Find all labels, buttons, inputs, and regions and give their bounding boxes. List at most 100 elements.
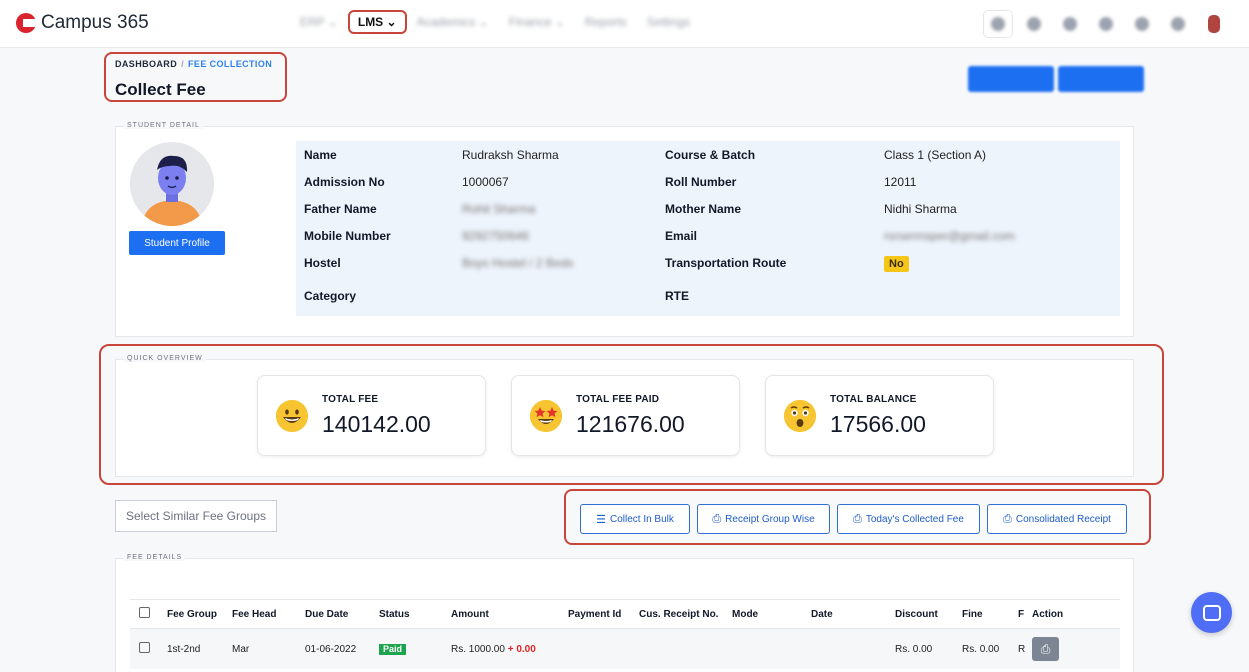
value-admission-no: 1000067 — [462, 174, 509, 189]
total-balance-label: TOTAL BALANCE — [830, 394, 917, 405]
total-fee-label: TOTAL FEE — [322, 394, 379, 405]
collect-in-bulk-button[interactable]: ☰ Collect In Bulk — [580, 504, 690, 534]
nav-item-reports[interactable]: Reports — [584, 15, 627, 29]
page-header: DASHBOARD / FEE COLLECTION Collect Fee — [104, 52, 287, 102]
receipt-group-wise-button[interactable]: ⎙ Receipt Group Wise — [697, 504, 830, 534]
value-mother-name: Nidhi Sharma — [884, 201, 957, 216]
student-detail-legend: STUDENT DETAIL — [124, 122, 203, 129]
quick-overview-legend: QUICK OVERVIEW — [124, 355, 206, 362]
fee-details-panel: FEE DETAILS Fee Group Fee Head Due Date … — [115, 554, 1134, 672]
user-badge-icon[interactable] — [1055, 10, 1085, 38]
label-admission-no: Admission No — [304, 174, 385, 189]
page-title: Collect Fee — [115, 80, 206, 99]
label-name: Name — [304, 147, 337, 162]
total-fee-card: TOTAL FEE 140142.00 — [257, 375, 486, 456]
col-fee-head: Fee Head — [232, 608, 277, 620]
info-row: Name Rudraksh Sharma Course & Batch Clas… — [296, 141, 1120, 168]
value-roll-number: 12011 — [884, 174, 917, 189]
col-amount: Amount — [451, 608, 489, 620]
col-f: F — [1018, 608, 1025, 620]
main-nav: ERP ⌄ LMS ⌄ Academics ⌄ Finance ⌄ Report… — [290, 10, 700, 34]
app-name: Campus 365 — [41, 12, 149, 33]
col-payment-id: Payment Id — [568, 608, 622, 620]
col-mode: Mode — [732, 608, 759, 620]
header-icons — [977, 10, 1229, 38]
total-fee-paid-label: TOTAL FEE PAID — [576, 394, 660, 405]
app-logo[interactable]: Campus 365 — [16, 12, 149, 34]
col-due-date: Due Date — [305, 608, 349, 620]
table-row: 1st-2nd Mar 01-06-2022 Paid Rs. 1000.00 … — [130, 629, 1120, 669]
collect-in-bulk-label: Collect In Bulk — [609, 513, 674, 525]
breadcrumb-current[interactable]: FEE COLLECTION — [188, 59, 273, 69]
print-receipt-button[interactable]: ⎙ — [1032, 637, 1059, 661]
breadcrumb-dashboard[interactable]: DASHBOARD — [115, 59, 178, 69]
nav-item-lms[interactable]: LMS ⌄ — [347, 10, 407, 34]
label-course-batch: Course & Batch — [665, 147, 756, 162]
cell-f: R — [1018, 643, 1026, 655]
help-icon[interactable] — [1127, 10, 1157, 38]
todays-collected-fee-label: Today's Collected Fee — [865, 513, 964, 525]
student-avatar — [130, 142, 214, 226]
grinning-face-icon — [276, 400, 308, 432]
col-receipt-no: Cus. Receipt No. — [639, 608, 719, 620]
info-row: Admission No 1000067 Roll Number 12011 — [296, 168, 1120, 195]
globe-icon[interactable] — [1019, 10, 1049, 38]
avatar[interactable] — [1199, 10, 1229, 38]
header-actions — [968, 66, 1148, 92]
breadcrumb: DASHBOARD / FEE COLLECTION — [115, 59, 273, 69]
status-badge: Paid — [379, 643, 407, 655]
student-profile-button[interactable]: Student Profile — [129, 231, 225, 255]
receipt-group-wise-label: Receipt Group Wise — [725, 513, 815, 525]
consolidated-receipt-button[interactable]: ⎙ Consolidated Receipt — [987, 504, 1127, 534]
info-row: Category RTE — [296, 276, 1120, 316]
col-date: Date — [811, 608, 833, 620]
list-icon: ☰ — [596, 513, 606, 526]
info-row: Father Name Rohit Sharma Mother Name Nid… — [296, 195, 1120, 222]
nav-item-academics[interactable]: Academics ⌄ — [416, 15, 489, 29]
label-mobile-number: Mobile Number — [304, 228, 391, 243]
fee-details-table: Fee Group Fee Head Due Date Status Amoun… — [130, 599, 1120, 669]
cell-due-date: 01-06-2022 — [305, 643, 357, 655]
language-icon[interactable] — [1163, 10, 1193, 38]
nav-item-finance[interactable]: Finance ⌄ — [508, 15, 565, 29]
printer-icon: ⎙ — [1003, 512, 1012, 525]
cell-fee-head: Mar — [232, 643, 250, 655]
search-icon[interactable] — [983, 10, 1013, 38]
label-email: Email — [665, 228, 698, 243]
info-row: Mobile Number 9292750646 Email rsrsermsp… — [296, 222, 1120, 249]
todays-collected-fee-button[interactable]: ⎙ Today's Collected Fee — [837, 504, 980, 534]
label-mother-name: Mother Name — [665, 201, 742, 216]
select-all-checkbox[interactable] — [139, 607, 150, 618]
printer-icon: ⎙ — [853, 512, 862, 525]
table-header: Fee Group Fee Head Due Date Status Amoun… — [130, 599, 1120, 629]
col-discount: Discount — [895, 608, 938, 620]
transport-status-badge: No — [884, 255, 909, 272]
row-checkbox[interactable] — [139, 642, 150, 653]
chat-launcher-button[interactable] — [1191, 592, 1232, 633]
value-email: rsrsermsper@gmail.com — [884, 228, 1015, 243]
select-similar-fee-groups-button[interactable]: Select Similar Fee Groups — [115, 500, 277, 532]
student-info-table: Name Rudraksh Sharma Course & Batch Clas… — [296, 141, 1120, 316]
label-category: Category — [304, 289, 357, 303]
quick-overview-highlight: TOTAL FEE 140142.00 TOTAL FEE PAID 12167… — [99, 344, 1164, 485]
amount-value: Rs. 1000.00 — [451, 643, 505, 655]
value-hostel: Boys Hostel / 2 Beds — [462, 255, 574, 270]
student-detail-panel: STUDENT DETAIL Student Profile Name Rudr… — [115, 122, 1134, 337]
nav-item-erp[interactable]: ERP ⌄ — [300, 15, 338, 29]
total-balance-value: 17566.00 — [830, 411, 926, 437]
value-course-batch: Class 1 (Section A) — [884, 147, 987, 162]
assign-fee-button[interactable] — [968, 66, 1054, 92]
fee-details-legend: FEE DETAILS — [124, 554, 186, 561]
info-row: Hostel Boys Hostel / 2 Beds Transportati… — [296, 249, 1120, 276]
bell-icon[interactable] — [1091, 10, 1121, 38]
value-father-name: Rohit Sharma — [462, 201, 536, 216]
cell-amount: Rs. 1000.00 + 0.00 — [451, 644, 568, 655]
go-back-button[interactable] — [1058, 66, 1144, 92]
nav-item-settings[interactable]: Settings — [646, 15, 691, 29]
col-status: Status — [379, 608, 410, 620]
cell-fine: Rs. 0.00 — [962, 643, 1000, 655]
col-action: Action — [1032, 608, 1064, 620]
value-mobile-number: 9292750646 — [462, 228, 529, 243]
label-hostel: Hostel — [304, 255, 341, 270]
astonished-face-icon — [784, 400, 816, 432]
